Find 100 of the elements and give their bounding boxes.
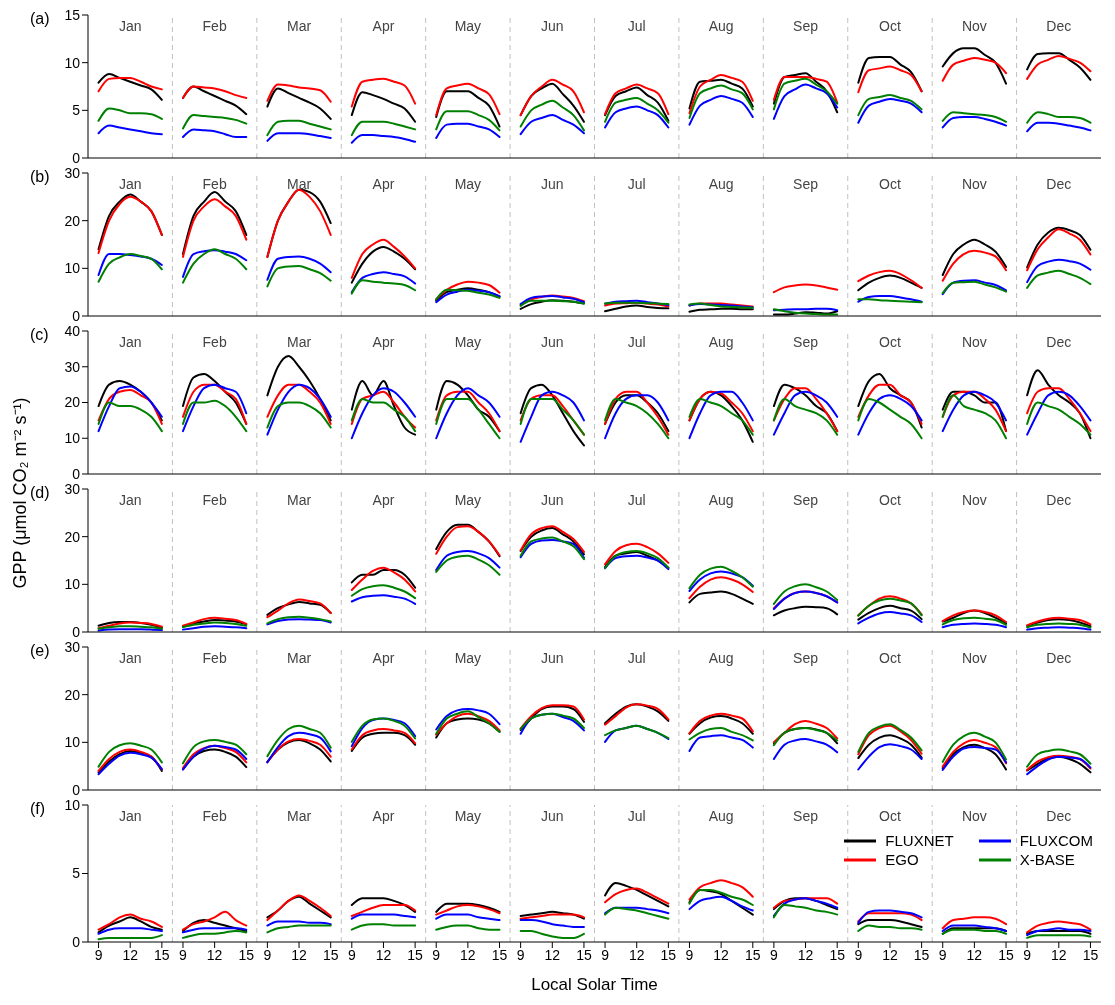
x-tick-label: 12 xyxy=(206,946,223,963)
annotation: Feb xyxy=(202,808,227,824)
annotation: Oct xyxy=(879,808,901,824)
annotation: May xyxy=(454,650,482,666)
annotation: Jun xyxy=(541,650,564,666)
x-tick-label: 12 xyxy=(544,946,561,963)
annotation: Jan xyxy=(118,650,142,666)
y-tick-label: 20 xyxy=(64,686,81,703)
annotation: Mar xyxy=(286,650,312,666)
y-tick-label: 30 xyxy=(64,358,81,375)
annotation: Apr xyxy=(372,808,395,824)
annotation: Dec xyxy=(1046,334,1072,350)
y-tick-label: 0 xyxy=(72,623,81,640)
annotation: Sep xyxy=(793,18,819,34)
annotation: Aug xyxy=(708,650,734,666)
x-tick-label: 9 xyxy=(179,946,188,963)
x-tick-label: 15 xyxy=(576,946,592,963)
annotation: Jul xyxy=(627,492,646,508)
y-axis-title: GPP (μmol CO₂ m⁻² s⁻¹) xyxy=(9,397,31,589)
x-tick-label: 15 xyxy=(238,946,255,963)
x-tick-label: 12 xyxy=(713,946,730,963)
annotation: Mar xyxy=(286,334,312,350)
annotation: Nov xyxy=(961,808,987,824)
y-tick-label: 10 xyxy=(64,260,81,277)
annotation: Feb xyxy=(202,492,227,508)
x-tick-label: 15 xyxy=(491,946,508,963)
annotation: Mar xyxy=(286,492,312,508)
annotation: Nov xyxy=(961,18,987,34)
annotation: Mar xyxy=(286,176,312,192)
annotation: Nov xyxy=(961,176,987,192)
y-tick-label: 5 xyxy=(72,102,81,119)
y-tick-label: 20 xyxy=(64,528,81,545)
annotation: Jul xyxy=(627,650,646,666)
annotation: Sep xyxy=(793,808,819,824)
y-tick-label: 0 xyxy=(72,149,81,166)
annotation: Apr xyxy=(372,492,395,508)
annotation: Sep xyxy=(793,334,819,350)
annotation: Mar xyxy=(286,18,312,34)
y-tick-label: 20 xyxy=(64,394,81,411)
annotation: Apr xyxy=(372,18,395,34)
annotation: Jul xyxy=(627,334,646,350)
annotation: Apr xyxy=(372,334,395,350)
y-tick-label: 0 xyxy=(72,781,81,798)
annotation: Jun xyxy=(541,334,564,350)
y-tick-label: 5 xyxy=(72,865,81,882)
y-tick-label: 10 xyxy=(64,430,81,447)
y-tick-label: 20 xyxy=(64,212,81,229)
y-tick-label: 10 xyxy=(64,576,81,593)
annotation: Feb xyxy=(202,176,227,192)
y-tick-label: 0 xyxy=(72,307,81,324)
x-tick-label: 9 xyxy=(938,946,947,963)
annotation: Apr xyxy=(372,650,395,666)
x-tick-label: 9 xyxy=(1023,946,1032,963)
annotation: Jan xyxy=(118,808,142,824)
y-tick-label: 40 xyxy=(64,322,81,339)
annotation: Nov xyxy=(961,334,987,350)
annotation: Aug xyxy=(708,176,734,192)
annotation: Dec xyxy=(1046,650,1072,666)
y-tick-label: 15 xyxy=(64,6,81,23)
annotation: Aug xyxy=(708,492,734,508)
annotation: May xyxy=(454,334,482,350)
x-tick-label: 15 xyxy=(829,946,846,963)
x-tick-label: 12 xyxy=(628,946,645,963)
x-tick-label: 12 xyxy=(882,946,898,963)
annotation: Dec xyxy=(1046,176,1072,192)
legend-label: X-BASE xyxy=(1019,851,1075,868)
annotation: Dec xyxy=(1046,808,1072,824)
annotation: Feb xyxy=(202,650,227,666)
chart-title: (a) xyxy=(30,10,50,28)
annotation: Nov xyxy=(961,492,987,508)
x-tick-label: 12 xyxy=(291,946,308,963)
x-tick-label: 15 xyxy=(1082,946,1099,963)
y-tick-label: 10 xyxy=(64,54,81,71)
annotation: Sep xyxy=(793,492,819,508)
annotation: Jul xyxy=(627,18,646,34)
x-tick-label: 12 xyxy=(797,946,814,963)
annotation: Sep xyxy=(793,176,819,192)
x-tick-label: 12 xyxy=(1051,946,1067,963)
x-tick-label: 9 xyxy=(94,946,103,963)
annotation: Feb xyxy=(202,18,227,34)
legend-label: FLUXCOM xyxy=(1019,832,1093,849)
y-tick-label: 0 xyxy=(72,933,81,950)
annotation: Oct xyxy=(879,18,901,34)
annotation: Dec xyxy=(1046,492,1072,508)
annotation: Jun xyxy=(541,18,564,34)
chart-title: (f) xyxy=(30,800,46,818)
annotation: Sep xyxy=(793,650,819,666)
x-tick-label: 9 xyxy=(516,946,525,963)
legend-label: FLUXNET xyxy=(885,832,954,849)
annotation: Nov xyxy=(961,650,987,666)
annotation: Oct xyxy=(879,334,901,350)
annotation: Apr xyxy=(372,176,395,192)
x-tick-label: 15 xyxy=(407,946,424,963)
annotation: Jun xyxy=(541,808,564,824)
annotation: May xyxy=(454,18,482,34)
x-tick-label: 9 xyxy=(263,946,272,963)
x-tick-label: 15 xyxy=(998,946,1015,963)
annotation: Aug xyxy=(708,808,734,824)
annotation: Oct xyxy=(879,650,901,666)
annotation: May xyxy=(454,808,482,824)
